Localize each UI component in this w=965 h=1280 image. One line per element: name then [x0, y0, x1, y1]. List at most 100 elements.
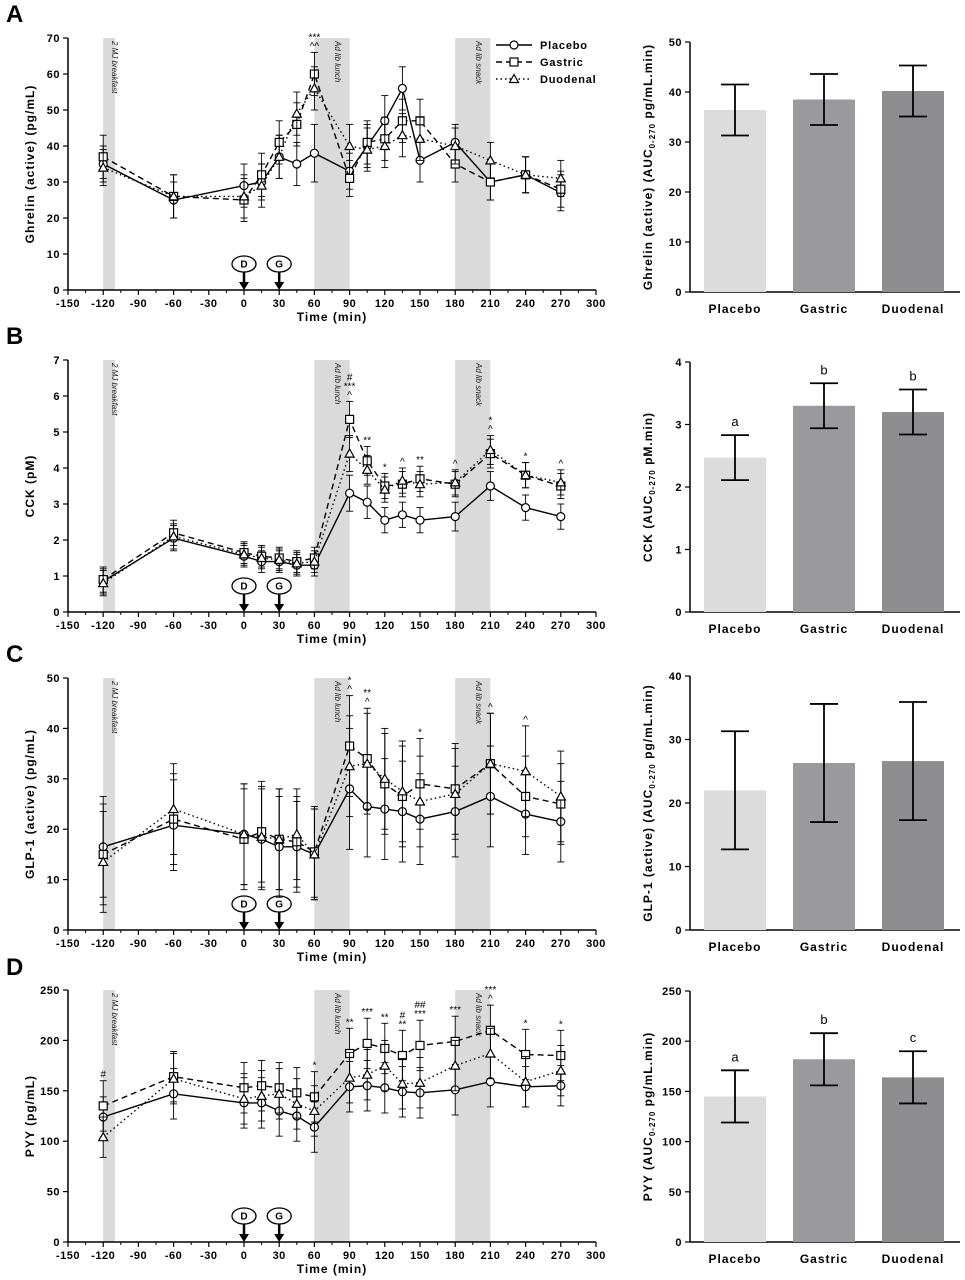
- significance-mark: ##: [414, 1000, 426, 1011]
- data-point-duodenal: [168, 803, 180, 814]
- x-tick-label: -150: [56, 298, 80, 310]
- series-line-placebo: [102, 1081, 561, 1128]
- x-tick-label: 60: [308, 298, 321, 310]
- x-tick-label: 300: [586, 620, 606, 632]
- x-tick-label: 120: [375, 298, 395, 310]
- group-letter: b: [820, 362, 827, 377]
- series-duodenal: [97, 66, 567, 219]
- dose-label-d: D: [240, 900, 247, 911]
- bar-placebo: [704, 457, 766, 612]
- significance-mark: #: [347, 372, 353, 383]
- category-label-duodenal: Duodenal: [882, 1252, 945, 1266]
- dose-label-g: G: [275, 900, 283, 911]
- category-label-placebo: Placebo: [708, 622, 761, 636]
- band-ad-lib-lunch: [314, 678, 350, 930]
- data-point-duodenal: [308, 1105, 320, 1116]
- y-tick-label: 50: [47, 1187, 60, 1199]
- category-label-placebo: Placebo: [708, 1252, 761, 1266]
- x-tick-label: 30: [273, 298, 286, 310]
- data-point-duodenal: [520, 469, 532, 480]
- significance-mark: ^: [453, 459, 458, 470]
- data-point-duodenal: [555, 1064, 567, 1075]
- series-line-gastric: [102, 1029, 561, 1107]
- x-tick-label: 180: [445, 620, 465, 632]
- x-tick-label: 240: [516, 1250, 536, 1262]
- band-2-mj-breakfast: [103, 38, 115, 290]
- data-point-duodenal: [484, 1047, 496, 1058]
- y-tick-label: 40: [47, 141, 60, 153]
- legend-label-placebo: Placebo: [540, 40, 588, 52]
- category-label-placebo: Placebo: [708, 940, 761, 954]
- band-label-ad-lib-lunch: Ad lib lunch: [333, 992, 342, 1035]
- x-tick-label: -60: [165, 298, 182, 310]
- band-ad-lib-snack: [455, 38, 491, 290]
- y-tick-label: 200: [40, 1035, 60, 1047]
- data-point-duodenal: [449, 476, 461, 487]
- x-tick-label: 240: [516, 938, 536, 950]
- data-point-duodenal: [484, 757, 496, 768]
- significance-mark: *: [524, 452, 528, 463]
- data-point-duodenal: [361, 464, 373, 474]
- data-point-duodenal: [273, 151, 285, 161]
- data-point-duodenal: [168, 1072, 180, 1083]
- series-line-duodenal: [102, 762, 562, 863]
- x-tick-label: -150: [56, 1250, 80, 1262]
- data-point-duodenal: [414, 478, 426, 489]
- data-point-placebo: [380, 515, 390, 525]
- significance-mark: ^: [488, 702, 493, 713]
- significance-mark: *: [559, 1019, 563, 1030]
- data-point-placebo: [415, 515, 425, 525]
- data-point-gastric: [362, 1038, 372, 1049]
- data-point-placebo: [292, 159, 302, 169]
- x-tick-label: 90: [343, 298, 356, 310]
- category-label-placebo: Placebo: [708, 302, 761, 316]
- x-tick-label: -30: [200, 298, 217, 310]
- x-tick-label: -30: [200, 1250, 217, 1262]
- y-tick-label: 0: [675, 607, 682, 619]
- legend-marker-gastric: [509, 57, 519, 67]
- significance-mark: **: [399, 1019, 407, 1030]
- legend-marker-duodenal: [508, 73, 520, 84]
- y-tick-label: 30: [47, 774, 60, 786]
- data-point-duodenal: [168, 530, 180, 541]
- y-axis-title-D: PYY (pg/mL): [23, 1075, 37, 1157]
- data-point-duodenal: [379, 1059, 391, 1070]
- series-duodenal: [97, 1027, 567, 1158]
- x-tick-label: -90: [130, 298, 147, 310]
- x-axis-title: Time (min): [297, 632, 367, 646]
- x-tick-label: 90: [343, 938, 356, 950]
- y-tick-label: 20: [47, 824, 60, 836]
- x-tick-label: -120: [91, 620, 115, 632]
- dose-arrow-head: [274, 604, 285, 612]
- y-tick-label: 0: [675, 287, 682, 299]
- x-tick-label: -120: [91, 298, 115, 310]
- data-point-placebo: [556, 511, 566, 522]
- data-point-duodenal: [449, 788, 461, 799]
- band-2-mj-breakfast: [103, 678, 115, 930]
- x-tick-label: 30: [273, 938, 286, 950]
- significance-mark: ***: [449, 1005, 461, 1016]
- bar-chart-D: 0 50 100 150 200 250 Placebo a Gastric b Duodenal c: [662, 986, 960, 1266]
- dose-label-d: D: [240, 1212, 247, 1223]
- data-point-duodenal: [396, 785, 408, 796]
- data-point-placebo: [362, 497, 372, 507]
- band-label-ad-lib-snack: Ad lib snack: [474, 362, 483, 407]
- x-tick-label: 60: [308, 938, 321, 950]
- bar-gastric: [793, 1059, 855, 1242]
- x-tick-label: 0: [241, 620, 248, 632]
- data-point-duodenal: [256, 1090, 268, 1100]
- dose-arrow-head: [239, 1234, 249, 1242]
- x-tick-label: 210: [480, 298, 500, 310]
- data-point-duodenal: [344, 447, 356, 458]
- series-line-gastric: [102, 71, 562, 201]
- x-tick-label: 300: [586, 1250, 606, 1262]
- data-point-duodenal: [361, 757, 373, 768]
- panel-letter-c: C: [6, 641, 23, 668]
- x-tick-label: 90: [343, 1250, 356, 1262]
- x-tick-label: 0: [241, 1250, 248, 1262]
- data-point-gastric: [345, 173, 355, 183]
- significance-mark: #: [100, 1070, 106, 1081]
- x-tick-label: -150: [56, 938, 80, 950]
- y-tick-label: 3: [53, 499, 60, 511]
- x-tick-label: 270: [551, 938, 571, 950]
